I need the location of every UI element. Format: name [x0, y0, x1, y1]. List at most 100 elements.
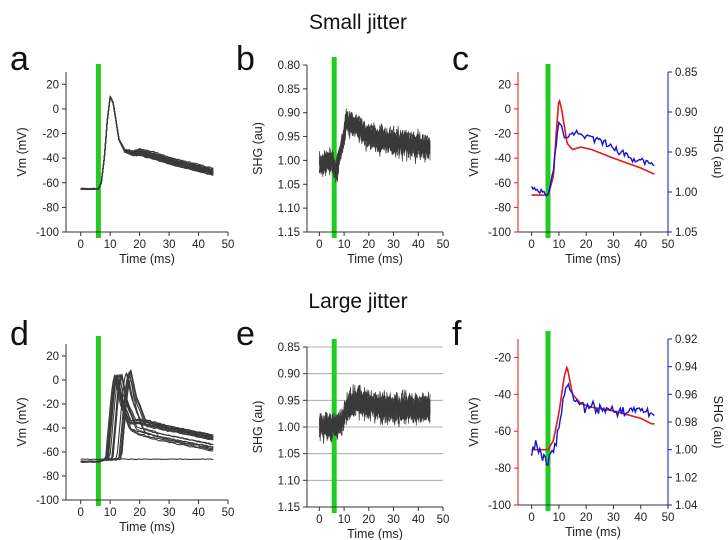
- stimulus-bar: [95, 336, 101, 506]
- title-small-jitter: Small jitter: [309, 11, 407, 34]
- y-tick-label: 0: [53, 375, 59, 387]
- x-tick-label: 20: [580, 239, 593, 251]
- x-tick-label: 30: [387, 514, 400, 526]
- trace-line-nonspiking: [80, 458, 214, 461]
- y-tick-label: -100: [488, 227, 511, 239]
- y-axis-label: Vm (mV): [15, 127, 29, 176]
- x-axis-label: Time (ms): [347, 252, 403, 266]
- panel-letter-c: c: [452, 40, 469, 78]
- y-tick-label: 0: [505, 104, 511, 116]
- shg-line: [530, 120, 655, 197]
- y-tick-label: -80: [42, 471, 59, 483]
- panel-letter-f: f: [452, 315, 462, 353]
- y-tick-label: -100: [36, 227, 59, 239]
- y-tick-label: 0.85: [278, 84, 300, 96]
- x-tick-label: 0: [78, 239, 84, 251]
- y2-tick-label: 0.96: [675, 389, 697, 401]
- y-tick-label: -100: [488, 500, 511, 512]
- x-tick-label: 30: [387, 239, 400, 251]
- x-tick-label: 30: [163, 239, 176, 251]
- y2-tick-label: 0.94: [675, 362, 698, 374]
- x-axis-label: Time (ms): [565, 525, 621, 539]
- x-tick-label: 20: [362, 239, 375, 251]
- y2-tick-label: 0.92: [675, 334, 697, 346]
- y2-tick-label: 1.05: [675, 227, 697, 239]
- x-tick-label: 30: [607, 512, 620, 524]
- y-tick-label: 1.05: [278, 449, 300, 461]
- y-tick-label: 20: [498, 79, 511, 91]
- y-tick-label: -40: [494, 153, 511, 165]
- y2-axis-label: SHG (au): [711, 126, 725, 179]
- x-tick-label: 40: [192, 239, 205, 251]
- title-large-jitter: Large jitter: [308, 290, 407, 313]
- y-tick-label: -40: [42, 423, 59, 435]
- y-tick-label: -60: [42, 447, 59, 459]
- vm-line: [531, 98, 655, 196]
- x-tick-label: 0: [316, 514, 322, 526]
- y-axis-label: Vm (mV): [15, 397, 29, 446]
- x-tick-label: 50: [222, 507, 235, 519]
- panels-group: a -100 -80 -60 -40 -20 0 20 0 10 20 30 40 50 Time (ms)…: [10, 40, 725, 540]
- y-tick-label: 20: [46, 351, 59, 363]
- trace-line: [319, 114, 431, 176]
- y-tick-label: -20: [42, 399, 59, 411]
- y-axis-label: SHG (au): [251, 401, 265, 454]
- y-tick-label: -80: [42, 202, 59, 214]
- y2-tick-label: 0.95: [675, 147, 697, 159]
- y-tick-label: 1.10: [278, 475, 300, 487]
- y-tick-label: 0.95: [278, 395, 300, 407]
- y2-tick-label: 0.85: [675, 67, 697, 79]
- y-tick-label: -20: [494, 129, 511, 141]
- y-tick-label: -100: [36, 495, 59, 507]
- x-tick-label: 20: [580, 512, 593, 524]
- panel-letter-e: e: [236, 315, 255, 353]
- panel-d: d -100 -80 -60 -40 -20 0 20 0 10 20 30 40 50 Time (ms)…: [10, 315, 234, 534]
- x-tick-label: 10: [553, 239, 566, 251]
- panel-letter-d: d: [10, 315, 29, 353]
- x-tick-label: 40: [412, 239, 425, 251]
- panel-e: e 0.85 0.90 0.95 1.00 1.05 1.10 1.15 0 10 20 30 40 50…: [236, 315, 449, 540]
- y-tick-label: -20: [42, 129, 59, 141]
- stimulus-bar: [331, 57, 337, 238]
- panel-letter-b: b: [236, 40, 255, 78]
- y-tick-label: 1.00: [278, 422, 300, 434]
- x-tick-label: 50: [662, 512, 675, 524]
- y-tick-label: -80: [494, 202, 511, 214]
- vm-line: [531, 365, 655, 451]
- y-tick-label: 1.05: [278, 179, 300, 191]
- x-tick-label: 10: [104, 239, 117, 251]
- x-tick-label: 10: [104, 507, 117, 519]
- y-tick-label: -80: [494, 463, 511, 475]
- x-tick-label: 10: [338, 514, 351, 526]
- y-tick-label: 0.90: [278, 369, 300, 381]
- trace-line: [319, 392, 431, 440]
- x-tick-label: 10: [338, 239, 351, 251]
- trace-line: [80, 374, 214, 463]
- y-tick-label: 0.90: [278, 108, 300, 120]
- panel-b: b 0.80 0.85 0.90 0.95 1.00 1.05 1.10 1.15 0 10 20 30…: [236, 40, 449, 266]
- stimulus-bar: [95, 64, 101, 238]
- x-tick-label: 0: [528, 239, 534, 251]
- trace-line: [319, 114, 431, 180]
- y2-tick-label: 1.04: [675, 500, 698, 512]
- stimulus-bar: [545, 64, 551, 238]
- y-tick-label: -40: [42, 153, 59, 165]
- y-tick-label: -40: [494, 389, 511, 401]
- y-axis-label: Vm (mV): [467, 127, 481, 176]
- x-tick-label: 50: [662, 239, 675, 251]
- x-tick-label: 50: [437, 239, 450, 251]
- y-tick-label: -60: [494, 178, 511, 190]
- y2-tick-label: 0.90: [675, 107, 697, 119]
- y-axis-label: SHG (au): [251, 122, 265, 175]
- y-tick-label: -60: [42, 178, 59, 190]
- x-tick-label: 30: [607, 239, 620, 251]
- y-tick-label: 1.00: [278, 155, 300, 167]
- y-tick-label: 0.95: [278, 132, 300, 144]
- y2-axis-label: SHG (au): [711, 396, 725, 449]
- y-axis-label: Vm (mV): [467, 397, 481, 446]
- x-tick-label: 50: [437, 514, 450, 526]
- y2-tick-label: 1.00: [675, 445, 697, 457]
- y-tick-label: 0.85: [278, 342, 300, 354]
- shg-line: [530, 382, 655, 467]
